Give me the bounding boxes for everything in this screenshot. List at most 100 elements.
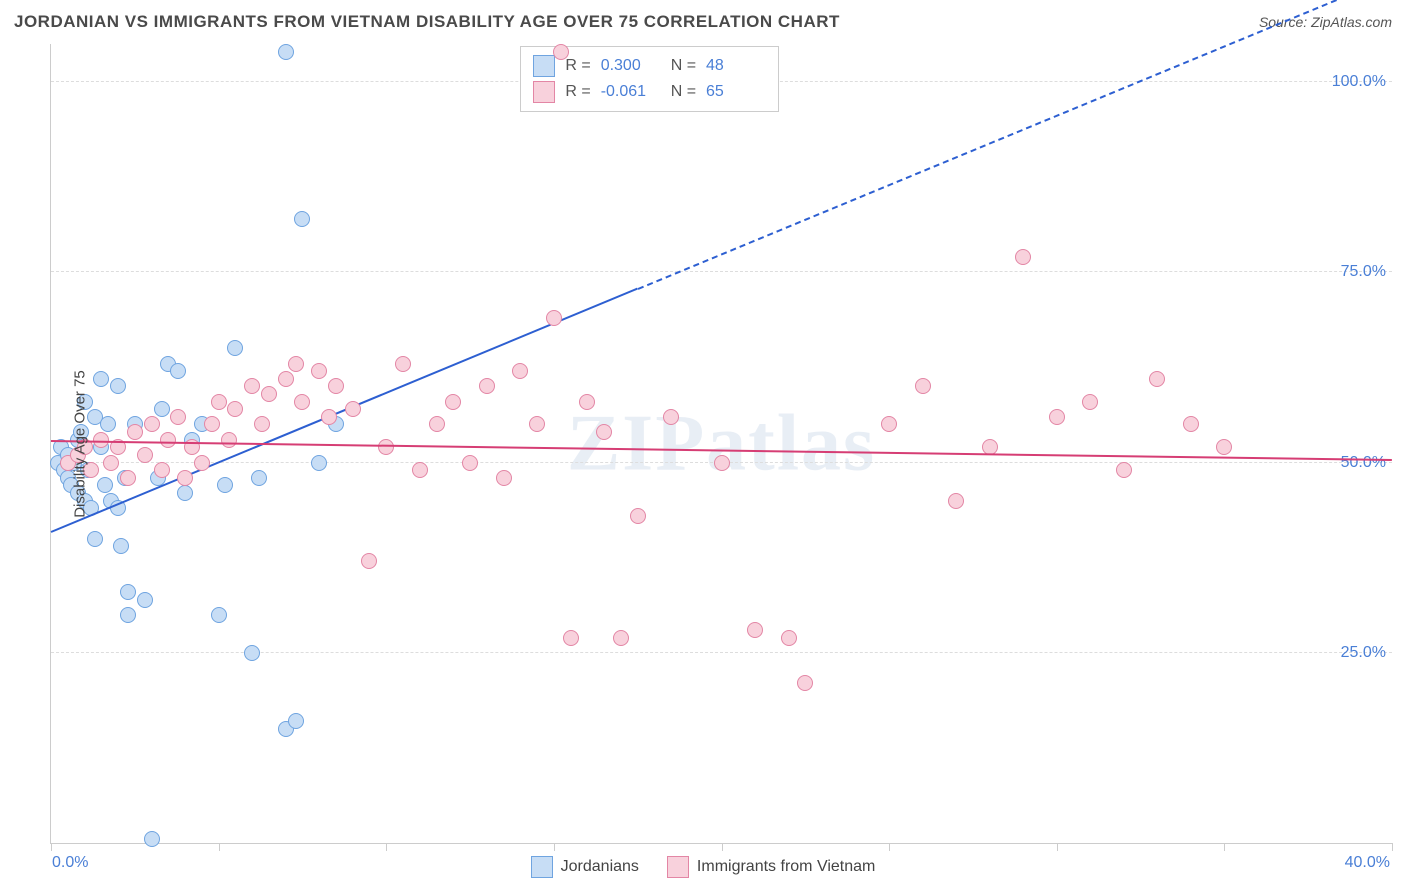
scatter-point xyxy=(915,378,931,394)
scatter-point xyxy=(512,363,528,379)
scatter-point xyxy=(288,713,304,729)
legend-item: Jordanians xyxy=(531,856,639,878)
legend-label: Immigrants from Vietnam xyxy=(697,858,875,876)
scatter-point xyxy=(120,584,136,600)
scatter-point xyxy=(663,409,679,425)
scatter-point xyxy=(177,485,193,501)
scatter-point xyxy=(496,470,512,486)
scatter-point xyxy=(278,371,294,387)
scatter-point xyxy=(97,477,113,493)
scatter-point xyxy=(110,378,126,394)
scatter-point xyxy=(227,340,243,356)
scatter-point xyxy=(321,409,337,425)
scatter-point xyxy=(127,424,143,440)
scatter-point xyxy=(345,401,361,417)
scatter-point xyxy=(194,455,210,471)
y-tick-label: 75.0% xyxy=(1341,263,1386,281)
scatter-point xyxy=(170,363,186,379)
legend-stats-row: R = 0.300 N = 48 xyxy=(533,53,766,79)
legend-n-label: N = xyxy=(671,57,696,75)
scatter-point xyxy=(781,630,797,646)
y-tick-label: 100.0% xyxy=(1332,73,1386,91)
scatter-point xyxy=(563,630,579,646)
legend-r-label: R = xyxy=(565,57,590,75)
scatter-point xyxy=(881,416,897,432)
x-tick xyxy=(889,843,890,851)
scatter-point xyxy=(553,44,569,60)
x-tick xyxy=(51,843,52,851)
scatter-point xyxy=(120,470,136,486)
scatter-point xyxy=(93,371,109,387)
scatter-point xyxy=(244,645,260,661)
scatter-point xyxy=(630,508,646,524)
legend-r-value: 0.300 xyxy=(601,57,661,75)
scatter-point xyxy=(254,416,270,432)
scatter-point xyxy=(204,416,220,432)
scatter-point xyxy=(113,538,129,554)
scatter-point xyxy=(221,432,237,448)
scatter-point xyxy=(1082,394,1098,410)
scatter-point xyxy=(137,447,153,463)
scatter-point xyxy=(244,378,260,394)
plot-region: ZIPatlas 25.0%50.0%75.0%100.0%R =0.300N … xyxy=(50,44,1392,844)
scatter-point xyxy=(217,477,233,493)
scatter-point xyxy=(144,831,160,847)
scatter-point xyxy=(395,356,411,372)
x-tick xyxy=(386,843,387,851)
scatter-point xyxy=(797,675,813,691)
scatter-point xyxy=(294,211,310,227)
legend-n-label: N = xyxy=(671,83,696,101)
legend-r-label: R = xyxy=(565,83,590,101)
legend-bottom: Jordanians Immigrants from Vietnam xyxy=(0,856,1406,878)
legend-n-value: 65 xyxy=(706,83,766,101)
scatter-point xyxy=(211,394,227,410)
scatter-point xyxy=(429,416,445,432)
scatter-point xyxy=(170,409,186,425)
legend-swatch xyxy=(533,81,555,103)
x-tick xyxy=(722,843,723,851)
x-tick xyxy=(1057,843,1058,851)
scatter-point xyxy=(227,401,243,417)
scatter-point xyxy=(596,424,612,440)
scatter-point xyxy=(177,470,193,486)
legend-label: Jordanians xyxy=(561,858,639,876)
scatter-point xyxy=(1049,409,1065,425)
scatter-point xyxy=(714,455,730,471)
scatter-point xyxy=(278,44,294,60)
legend-stats-row: R =-0.061N =65 xyxy=(533,79,766,105)
scatter-point xyxy=(288,356,304,372)
scatter-point xyxy=(361,553,377,569)
scatter-point xyxy=(160,432,176,448)
scatter-point xyxy=(546,310,562,326)
scatter-point xyxy=(462,455,478,471)
scatter-point xyxy=(479,378,495,394)
scatter-point xyxy=(1149,371,1165,387)
scatter-point xyxy=(948,493,964,509)
scatter-point xyxy=(137,592,153,608)
scatter-point xyxy=(311,455,327,471)
scatter-point xyxy=(144,416,160,432)
scatter-point xyxy=(100,416,116,432)
scatter-point xyxy=(328,378,344,394)
legend-swatch xyxy=(667,856,689,878)
scatter-point xyxy=(294,394,310,410)
scatter-point xyxy=(261,386,277,402)
scatter-point xyxy=(412,462,428,478)
scatter-point xyxy=(1015,249,1031,265)
scatter-point xyxy=(1116,462,1132,478)
y-axis-title: Disability Age Over 75 xyxy=(71,370,88,518)
legend-swatch xyxy=(531,856,553,878)
chart-area: ZIPatlas 25.0%50.0%75.0%100.0%R =0.300N … xyxy=(50,44,1392,844)
scatter-point xyxy=(1183,416,1199,432)
legend-item: Immigrants from Vietnam xyxy=(667,856,875,878)
scatter-point xyxy=(103,455,119,471)
watermark: ZIPatlas xyxy=(567,398,876,489)
scatter-point xyxy=(747,622,763,638)
scatter-point xyxy=(154,462,170,478)
grid-line xyxy=(51,271,1392,272)
scatter-point xyxy=(120,607,136,623)
legend-n-value: 48 xyxy=(706,57,766,75)
chart-title: JORDANIAN VS IMMIGRANTS FROM VIETNAM DIS… xyxy=(14,12,840,32)
scatter-point xyxy=(579,394,595,410)
scatter-point xyxy=(311,363,327,379)
